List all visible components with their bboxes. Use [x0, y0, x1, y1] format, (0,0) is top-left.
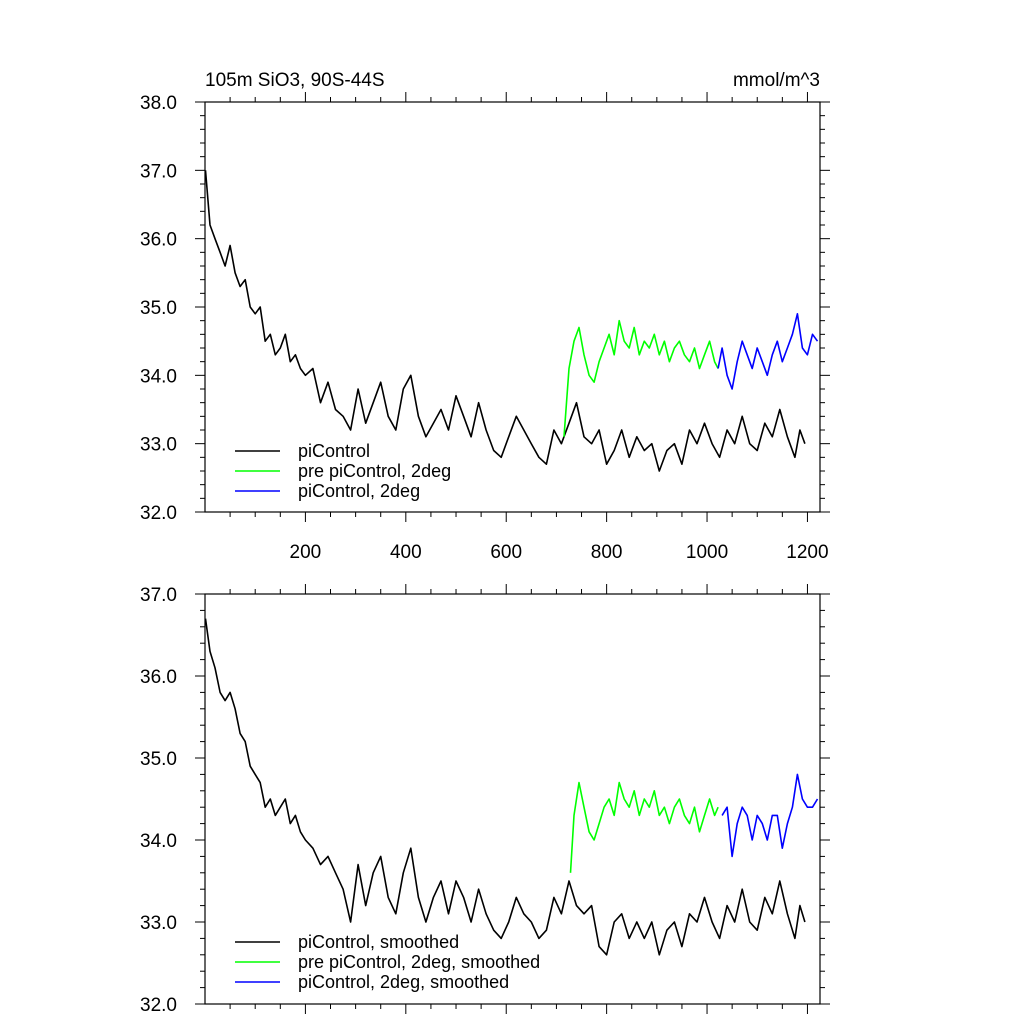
top-y-tick-label: 38.0 [140, 93, 177, 114]
bottom-y-tick-label: 37.0 [140, 585, 177, 606]
top-y-tick-label: 37.0 [140, 161, 177, 182]
top-x-tick-label: 400 [390, 542, 422, 563]
top-legend-label: piControl [298, 441, 370, 461]
top-series-line-2 [717, 312, 819, 390]
bottom-y-tick-label: 34.0 [140, 831, 177, 852]
top-x-tick-label: 200 [290, 542, 322, 563]
top-y-tick-label: 36.0 [140, 230, 177, 251]
top-legend-label: piControl, 2deg [298, 481, 420, 501]
bottom-plot-frame [204, 593, 821, 1005]
top-y-tick-label: 32.0 [140, 503, 177, 524]
top-series-group [204, 170, 819, 472]
top-units-string: mmol/m^3 [733, 70, 820, 91]
top-axis-ticks: 32.0 33.0 34.0 35.0 36.0 37.0 38.0 200 400 600 800… [140, 92, 830, 563]
bottom-panel: 32.0 33.0 34.0 35.0 36.0 37.0 piControl, smoo… [140, 584, 830, 1016]
top-x-tick-label: 800 [591, 542, 623, 563]
top-series-line-0 [204, 170, 806, 472]
bottom-legend-label: piControl, smoothed [298, 932, 459, 952]
bottom-series-group [204, 618, 819, 956]
bottom-y-tick-label: 32.0 [140, 995, 177, 1016]
top-left-string: 105m SiO3, 90S-44S [205, 70, 385, 91]
bottom-y-tick-label: 35.0 [140, 749, 177, 770]
bottom-series-line-0 [204, 618, 806, 956]
top-x-tick-label: 1000 [686, 542, 728, 563]
bottom-y-tick-label: 36.0 [140, 667, 177, 688]
bottom-legend-label: pre piControl, 2deg, smoothed [298, 952, 540, 972]
top-x-tick-label: 600 [490, 542, 522, 563]
bottom-y-tick-label: 33.0 [140, 913, 177, 934]
bottom-series-line-1 [569, 781, 719, 873]
bottom-legend-label: piControl, 2deg, smoothed [298, 972, 509, 992]
top-y-tick-label: 33.0 [140, 435, 177, 456]
top-y-tick-label: 35.0 [140, 298, 177, 319]
bottom-series-line-2 [721, 773, 819, 858]
top-y-tick-label: 34.0 [140, 366, 177, 387]
top-x-tick-label: 1200 [786, 542, 828, 563]
top-series-line-1 [563, 319, 719, 437]
top-legend-label: pre piControl, 2deg [298, 461, 451, 481]
bottom-axis-ticks: 32.0 33.0 34.0 35.0 36.0 37.0 [140, 584, 830, 1016]
top-panel: 105m SiO3, 90S-44S mmol/m^3 32.0 33.0 34.0… [140, 70, 830, 563]
